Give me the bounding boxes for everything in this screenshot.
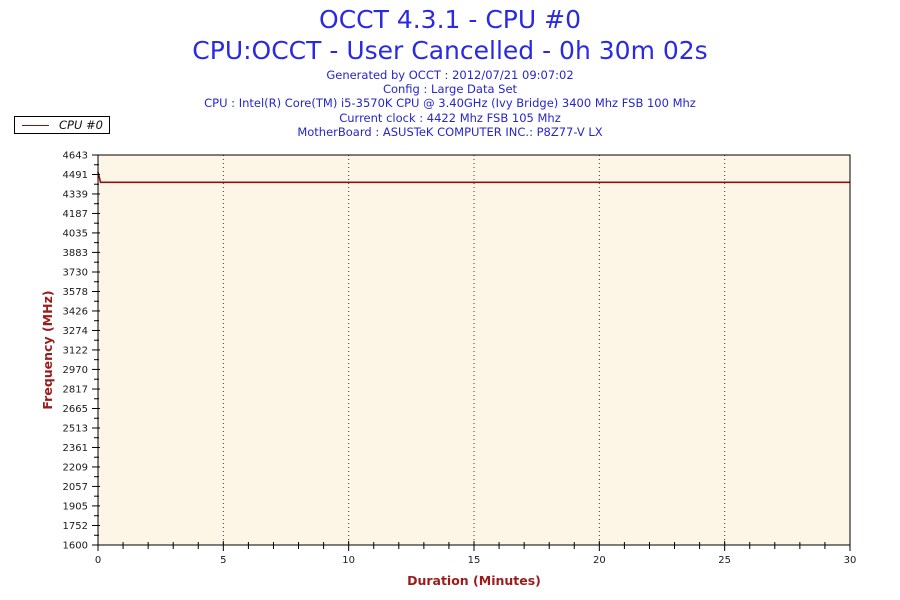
- svg-text:3122: 3122: [63, 345, 88, 356]
- svg-text:3426: 3426: [63, 306, 88, 317]
- svg-text:1752: 1752: [63, 521, 88, 532]
- svg-text:5: 5: [220, 555, 226, 566]
- svg-text:2665: 2665: [63, 404, 88, 415]
- svg-text:4187: 4187: [63, 209, 88, 220]
- svg-text:1905: 1905: [63, 501, 88, 512]
- svg-text:4491: 4491: [63, 170, 88, 181]
- svg-text:2209: 2209: [63, 462, 88, 473]
- legend-line-sample-icon: [22, 124, 49, 126]
- info-generated-by: Generated by OCCT : 2012/07/21 09:07:02: [326, 68, 574, 82]
- info-cpu: CPU : Intel(R) Core(TM) i5-3570K CPU @ 3…: [204, 96, 696, 111]
- svg-text:3883: 3883: [63, 248, 88, 259]
- x-axis-title: Duration (Minutes): [407, 573, 541, 588]
- svg-text:2361: 2361: [63, 443, 88, 454]
- svg-text:25: 25: [718, 555, 731, 566]
- svg-text:0: 0: [95, 555, 101, 566]
- svg-text:10: 10: [342, 555, 355, 566]
- info-config: Config : Large Data Set: [382, 82, 518, 97]
- report-info-block: Generated by OCCT : 2012/07/21 09:07:02 …: [0, 68, 900, 139]
- svg-text:2970: 2970: [63, 365, 88, 376]
- svg-text:1600: 1600: [63, 541, 88, 552]
- plot-area: [98, 155, 850, 545]
- svg-text:20: 20: [593, 555, 606, 566]
- legend-label: CPU #0: [59, 118, 103, 132]
- svg-text:4643: 4643: [63, 151, 88, 162]
- svg-text:2057: 2057: [63, 482, 88, 493]
- gridlines: [222, 155, 726, 545]
- svg-text:4339: 4339: [63, 189, 88, 200]
- svg-text:15: 15: [468, 555, 481, 566]
- svg-text:3274: 3274: [63, 326, 88, 337]
- svg-text:3730: 3730: [63, 268, 88, 279]
- y-axis-title: Frequency (MHz): [40, 290, 55, 409]
- info-current-clock: Current clock : 4422 Mhz FSB 105 Mhz: [339, 110, 561, 125]
- legend-box: CPU #0: [14, 116, 110, 134]
- chart-container: 4643 4491 4339 4187 4035 3883 3730 3578 3426 3274…: [0, 140, 900, 600]
- svg-text:4035: 4035: [63, 228, 88, 239]
- page-title: OCCT 4.3.1 - CPU #0: [319, 5, 581, 34]
- svg-text:2817: 2817: [63, 385, 88, 396]
- y-axis: 4643 4491 4339 4187 4035 3883 3730 3578 3426 3274…: [63, 151, 100, 552]
- svg-text:3578: 3578: [63, 287, 88, 298]
- frequency-chart: 4643 4491 4339 4187 4035 3883 3730 3578 3426 3274…: [40, 151, 857, 589]
- series-line-cpu-0: [97, 171, 850, 184]
- x-axis: 0 5 10 15 20 25 30: [95, 541, 857, 566]
- info-motherboard: MotherBoard : ASUSTeK COMPUTER INC.: P8Z…: [297, 124, 603, 139]
- svg-text:30: 30: [844, 555, 857, 566]
- page-subtitle: CPU:OCCT - User Cancelled - 0h 30m 02s: [192, 36, 708, 65]
- svg-text:2513: 2513: [63, 423, 88, 434]
